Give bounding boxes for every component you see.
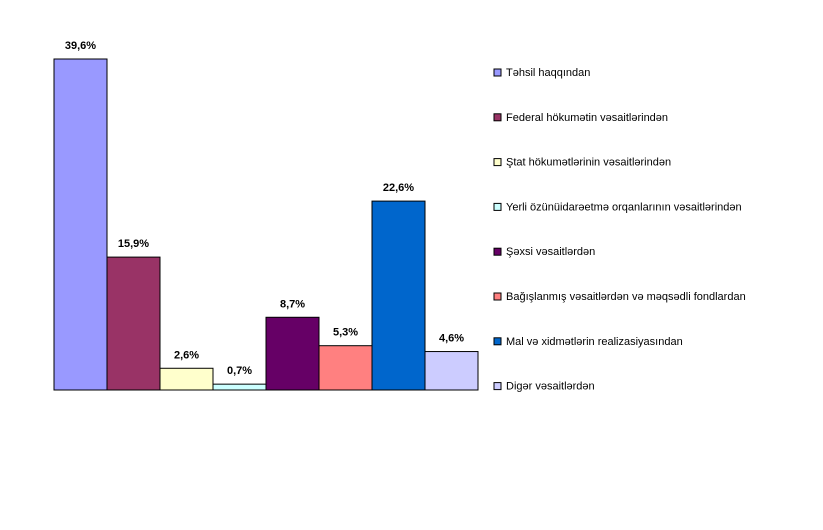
legend-swatch-7 [493,337,502,346]
bar-5 [265,316,320,391]
bars-group [53,58,479,391]
bar-6 [318,345,373,391]
value-label-2: 15,9% [118,238,149,250]
value-label-8: 4,6% [439,333,464,345]
value-label-4: 0,7% [227,365,252,377]
legend-swatch-6 [493,292,502,301]
value-label-3: 2,6% [174,349,199,361]
value-labels-group: 39,6% 15,9% 2,6% 0,7% 8,7% 5,3% 22,6% 4,6% [65,40,464,377]
value-label-7: 22,6% [383,182,414,194]
legend-swatch-3 [493,158,502,167]
value-label-1: 39,6% [65,40,96,52]
legend-swatch-4 [493,202,502,211]
value-label-5: 8,7% [280,298,305,310]
legend-swatch-2 [493,113,502,122]
bar-2 [106,256,161,391]
legend: Təhsil haqqından Federal hökumətin vəsait… [493,67,746,393]
bar-1 [53,58,108,391]
legend-label-2: Federal hökumətin vəsaitlərindən [506,112,668,124]
legend-swatch-5 [493,247,502,256]
legend-swatch-1 [493,68,502,77]
value-label-6: 5,3% [333,327,358,339]
bar-7 [371,200,426,391]
legend-label-8: Digər vəsaitlərdən [506,381,595,393]
legend-label-3: Ştat hökumətlərinin vəsaitlərindən [506,157,671,169]
bar-8 [424,351,479,391]
legend-label-1: Təhsil haqqından [506,67,590,79]
bar-3 [159,367,214,391]
legend-swatch-8 [493,382,502,391]
legend-label-4: Yerli özünüidarəetmə orqanlarının vəsait… [506,201,742,213]
legend-label-7: Mal və xidmətlərin realizasiyasından [506,336,683,348]
legend-label-5: Şəxsi vəsaitlərdən [506,246,595,258]
legend-label-6: Bağışlanmış vəsaitlərdən və məqsədli fon… [506,291,746,303]
bar-4 [212,383,267,391]
